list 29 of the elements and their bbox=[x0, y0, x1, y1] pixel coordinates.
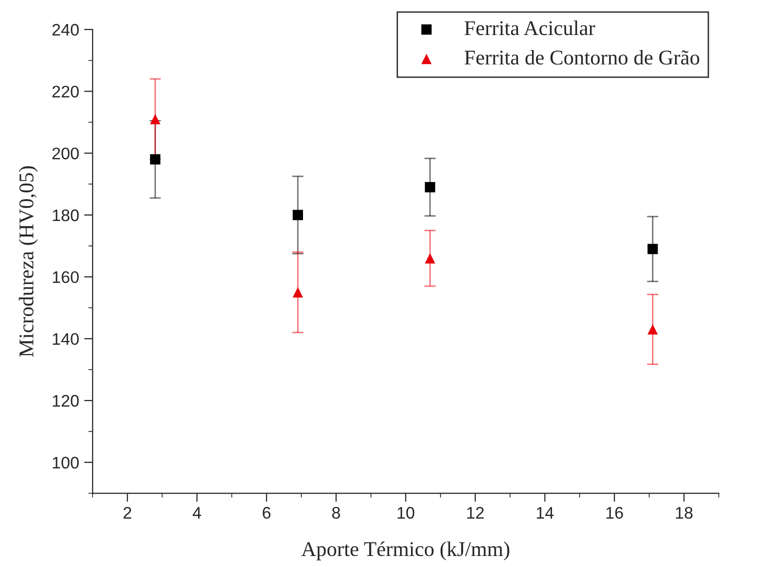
legend-label: Ferrita de Contorno de Grão bbox=[464, 50, 700, 65]
x-tick-label: 10 bbox=[398, 506, 414, 519]
x-tick-label: 8 bbox=[332, 506, 340, 519]
point bbox=[424, 253, 436, 264]
point bbox=[424, 182, 436, 192]
point bbox=[150, 154, 160, 164]
x-tick-label: 12 bbox=[467, 506, 484, 519]
point bbox=[648, 244, 658, 254]
x-tick-label: 14 bbox=[536, 507, 554, 519]
y-tick-label: 220 bbox=[52, 86, 79, 98]
y-tick-label: 120 bbox=[52, 394, 79, 407]
point bbox=[292, 287, 303, 298]
point bbox=[150, 114, 160, 124]
x-axis-title: Aporte Térmico (kJ/mm) bbox=[301, 541, 510, 560]
y-tick-label: 180 bbox=[52, 209, 79, 222]
x-tick-label: 18 bbox=[676, 506, 693, 519]
x-tick-label: 16 bbox=[606, 506, 623, 519]
y-axis-title: Microdureza (HV0,05) bbox=[18, 166, 38, 357]
point bbox=[292, 210, 303, 220]
legend-label: Ferrita Acicular bbox=[464, 20, 596, 36]
y-tick-label: 140 bbox=[52, 333, 79, 345]
y-tick-label: 240 bbox=[52, 24, 79, 36]
x-tick-label: 2 bbox=[124, 506, 132, 519]
x-tick-label: 4 bbox=[192, 507, 202, 519]
y-tick-label: 200 bbox=[52, 148, 79, 160]
point bbox=[648, 324, 658, 335]
x-tick-label: 6 bbox=[262, 506, 270, 519]
y-tick-label: 160 bbox=[52, 271, 79, 284]
y-tick-label: 100 bbox=[52, 456, 79, 469]
